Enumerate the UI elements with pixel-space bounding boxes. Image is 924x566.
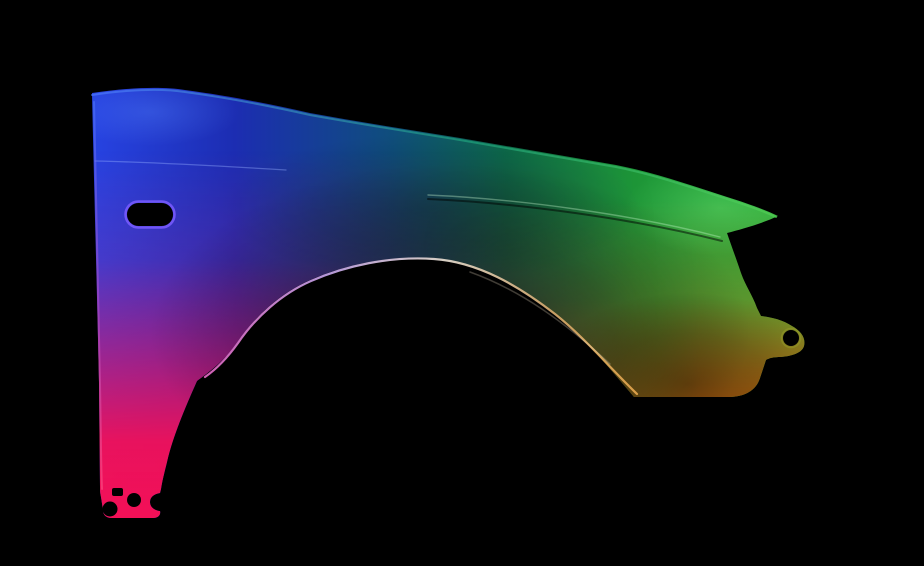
- rear-lower-shadow: [538, 292, 805, 476]
- mid-panel-shadow: [220, 133, 640, 283]
- fender-shading: [92, 87, 805, 500]
- rear-tip-sheen: [625, 160, 805, 256]
- headlight-crease-highlight: [94, 160, 287, 171]
- flange-notch: [112, 488, 123, 496]
- fender: [91, 87, 805, 519]
- top-edge-highlight: [91, 88, 777, 218]
- character-crease-shadow: [427, 198, 723, 242]
- side-marker-rim: [124, 200, 176, 229]
- flange-hole-large: [102, 501, 118, 517]
- flange-hole-small: [127, 493, 141, 507]
- side-marker-cutout: [127, 203, 173, 226]
- mounting-tab-hole-rim: [780, 327, 802, 349]
- arch-parallel-crease: [469, 271, 611, 365]
- front-top-sheen: [92, 87, 240, 146]
- wheel-arch-lip-highlight: [203, 257, 639, 396]
- front-edge-highlight: [93, 101, 103, 490]
- character-crease-highlight: [427, 194, 721, 238]
- cutouts: [102, 200, 802, 517]
- mounting-tab-hole: [783, 330, 799, 346]
